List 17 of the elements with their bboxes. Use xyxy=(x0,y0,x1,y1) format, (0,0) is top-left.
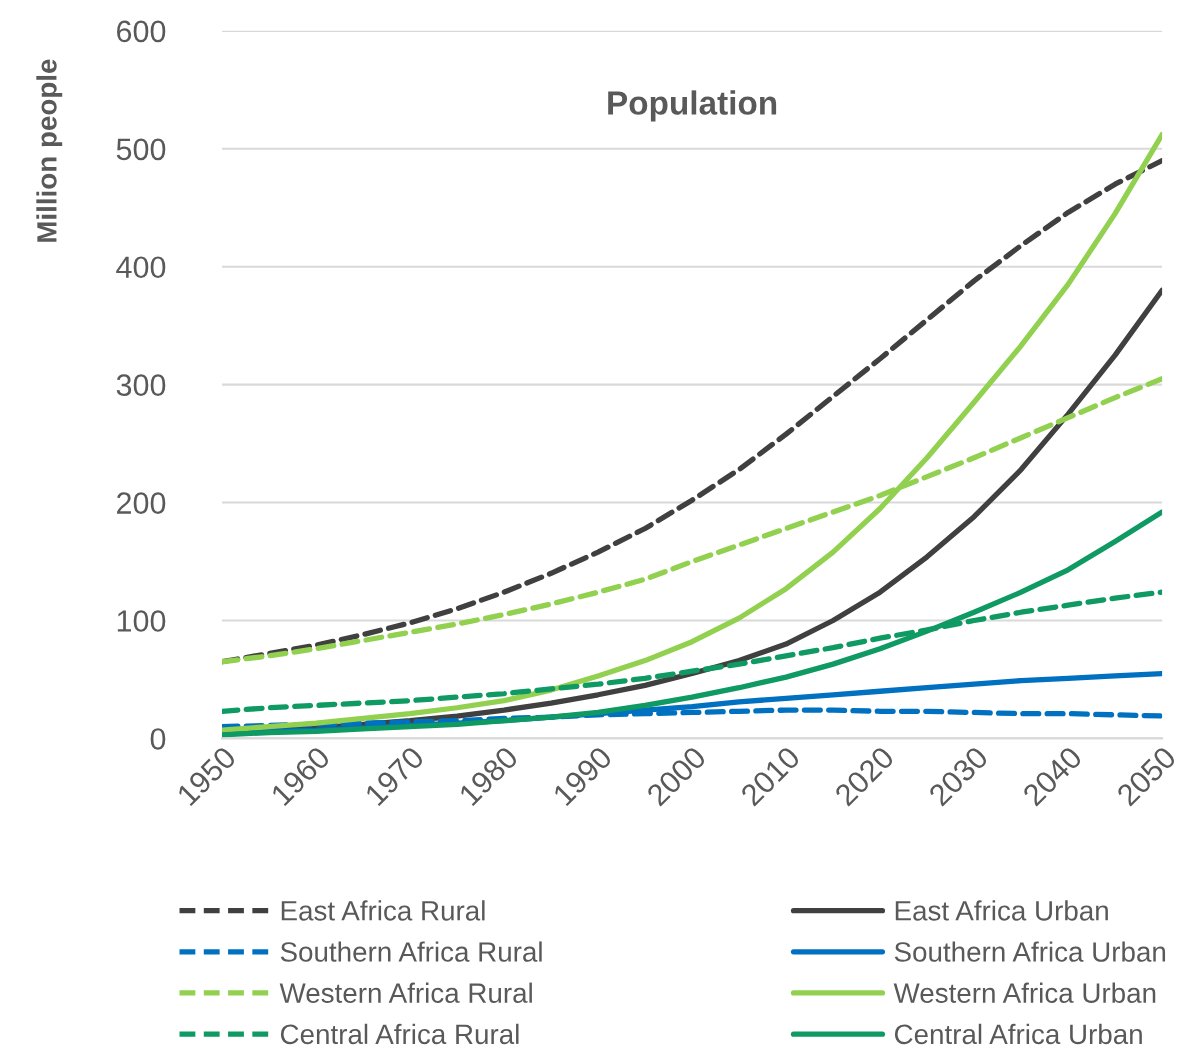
y-tick-label: 200 xyxy=(117,492,166,514)
legend-label: East Africa Urban xyxy=(895,900,1108,921)
legend-label: Western Africa Urban xyxy=(893,982,1156,1003)
y-tick-label: 100 xyxy=(117,610,166,632)
y-tick-label: 600 xyxy=(117,20,166,43)
legend-label: Southern Africa Urban xyxy=(894,941,1166,962)
y-tick-label: 300 xyxy=(116,374,166,397)
y-tick-label: 400 xyxy=(116,256,166,279)
legend-label: Central Africa Urban xyxy=(894,1023,1142,1045)
y-tick-label: 0 xyxy=(150,728,166,750)
legend-label: Southern Africa Rural xyxy=(280,941,542,962)
legend-label: Western Africa Rural xyxy=(279,982,532,1003)
legend-label: East Africa Rural xyxy=(281,900,485,921)
y-tick-label: 500 xyxy=(116,138,166,161)
legend-label: Central Africa Rural xyxy=(280,1023,519,1045)
y-axis-title: Million people xyxy=(36,59,63,242)
text: Population xyxy=(608,90,777,122)
